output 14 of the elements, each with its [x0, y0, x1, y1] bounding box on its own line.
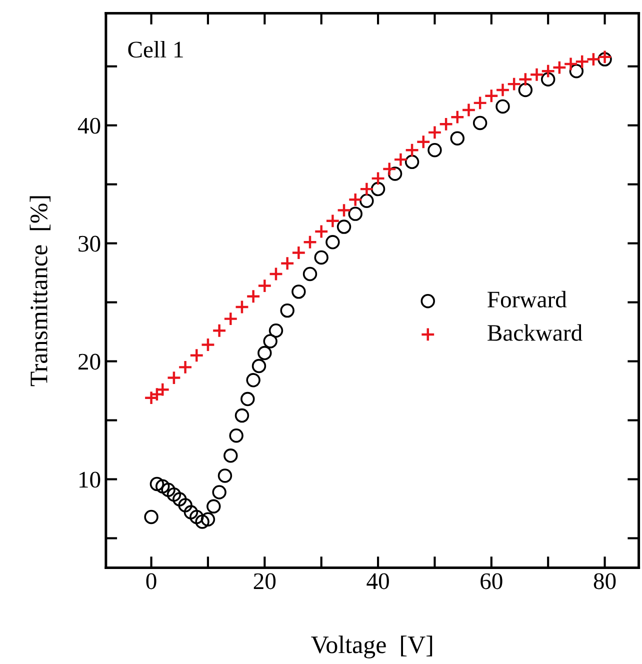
y-tick-label: 30 [78, 236, 100, 252]
y-tick-label: 10 [80, 472, 100, 488]
legend-label: Backward [488, 324, 582, 341]
y-tick-label: 20 [78, 354, 100, 370]
y-tick-label: 40 [78, 118, 100, 134]
x-tick-label: 20 [254, 573, 276, 590]
x-tick-label: 80 [594, 573, 616, 590]
x-tick-label: 60 [480, 573, 502, 590]
x-tick-label: 0 [146, 573, 156, 590]
legend-label: Forward [488, 290, 567, 308]
x-tick-label: 40 [366, 573, 389, 590]
y-axis-title: Transmittance [%] [30, 196, 50, 386]
annotation: Cell 1 [128, 41, 183, 58]
x-axis-title: Voltage [V] [311, 636, 432, 658]
